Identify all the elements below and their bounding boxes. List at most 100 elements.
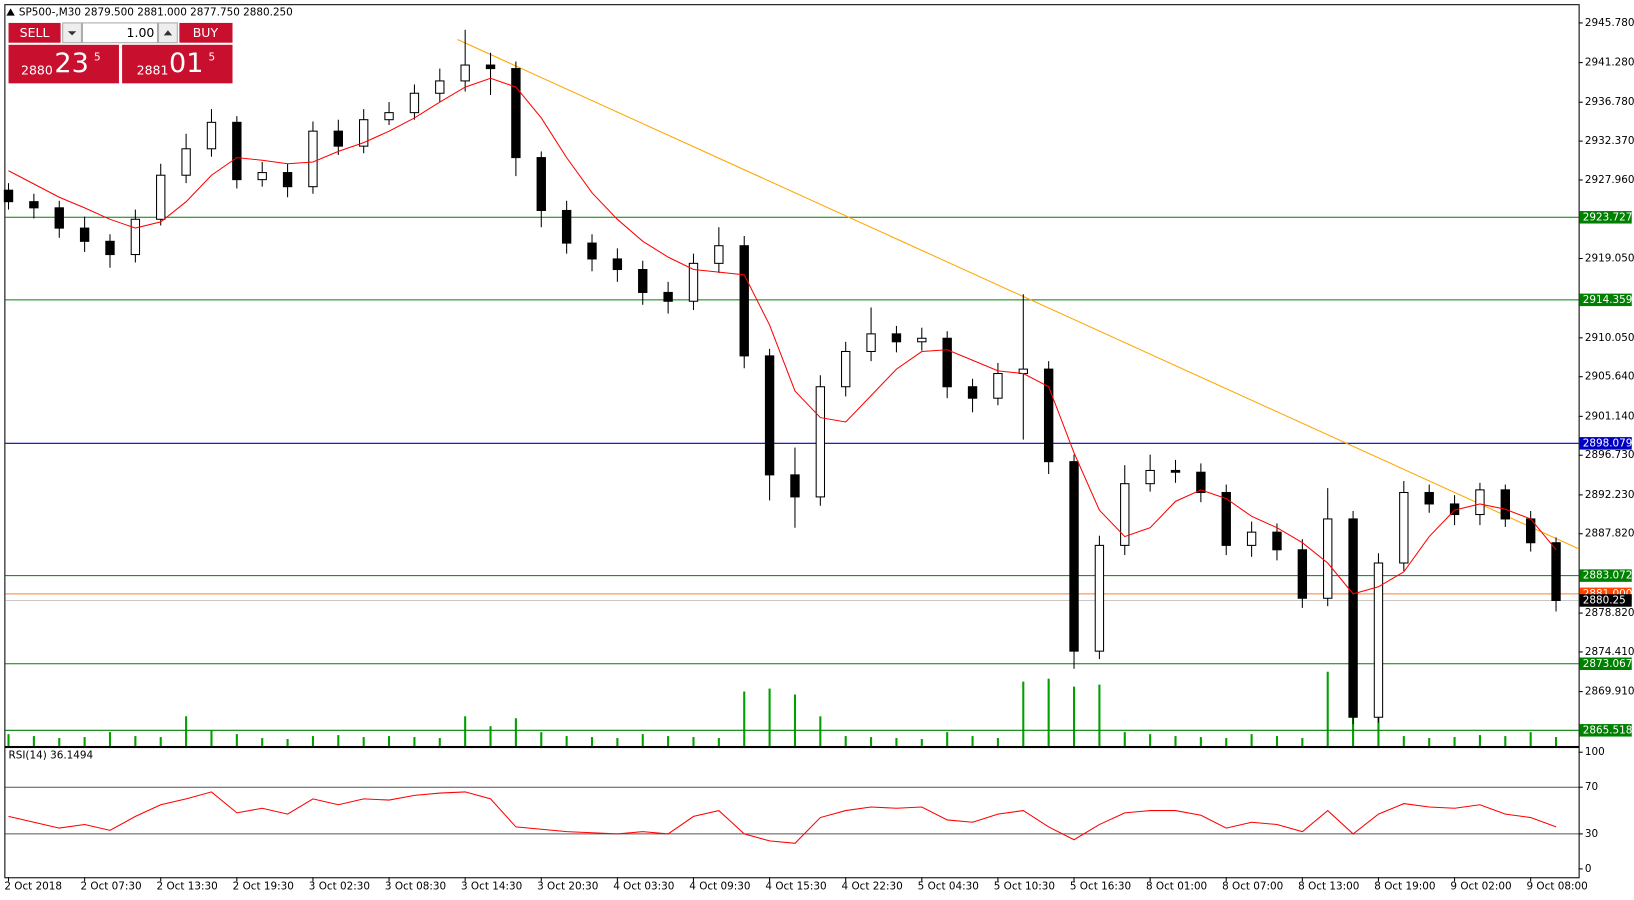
x-tick-label: 9 Oct 02:00: [1450, 881, 1511, 893]
candle-body: [1221, 491, 1231, 546]
candle-body: [1424, 491, 1434, 505]
buy-label[interactable]: BUY: [193, 25, 219, 40]
level-box: [1579, 657, 1632, 671]
sell-button[interactable]: [8, 22, 61, 43]
y-tick-label: 2927.960: [1585, 174, 1634, 186]
candle-body: [384, 112, 394, 121]
candle-body: [1069, 461, 1079, 652]
level-box: [1579, 293, 1632, 307]
y-tick-label: 2941.280: [1585, 57, 1634, 69]
volume-bar: [819, 716, 822, 746]
volume-bar: [1098, 684, 1101, 746]
volume-bar: [362, 737, 365, 746]
candle-body: [815, 386, 826, 498]
volume-bar: [438, 738, 441, 746]
volume-bar: [1275, 736, 1279, 746]
y-tick-label: 2901.140: [1585, 410, 1634, 422]
volume-bar: [311, 736, 314, 746]
level-box: [1579, 724, 1632, 737]
volume-bar: [261, 738, 264, 746]
candle-body: [206, 121, 217, 150]
candle-body: [841, 350, 851, 388]
candle-body: [232, 121, 242, 181]
y-tick-label: 2905.640: [1585, 371, 1634, 383]
volume-bar: [1428, 738, 1431, 746]
rsi-tick-label: 0: [1585, 863, 1592, 875]
volume-bar: [641, 734, 644, 746]
candle-body: [485, 64, 496, 70]
rsi-tick-label: 100: [1585, 746, 1605, 758]
candle-body: [1196, 471, 1206, 494]
candle-body: [156, 174, 166, 220]
rsi-label: RSI(14) 36.1494: [9, 749, 94, 761]
level-box: [1579, 569, 1632, 582]
level-label: 2898.079: [1583, 437, 1633, 449]
candle-body: [688, 262, 699, 302]
volume-bar: [1301, 738, 1304, 746]
down-arrow: [67, 31, 77, 36]
volume-bar: [870, 737, 873, 746]
volume-bar: [1174, 736, 1177, 746]
volume-bar: [159, 737, 162, 746]
level-label: 2880.25: [1583, 594, 1626, 606]
candle-body: [1500, 489, 1510, 520]
volume-bar: [1529, 732, 1532, 746]
y-tick-label: 2910.050: [1585, 332, 1634, 344]
sell-price-pip: 5: [94, 51, 101, 63]
candle-body: [1297, 549, 1308, 599]
candle-body: [612, 258, 623, 271]
up-arrow: [163, 30, 173, 36]
level-label: 2873.067: [1583, 658, 1633, 670]
volume-bar: [565, 736, 568, 746]
candle-body: [561, 209, 572, 244]
x-tick-label: 8 Oct 13:00: [1298, 881, 1359, 893]
volume-bar: [946, 732, 949, 746]
candle-body: [181, 148, 191, 176]
candle-body: [1323, 518, 1333, 599]
sell-label[interactable]: SELL: [20, 25, 50, 40]
x-tick-label: 5 Oct 16:30: [1070, 881, 1131, 893]
volume-bar: [667, 736, 670, 746]
lots-input[interactable]: [81, 22, 159, 44]
buy-button[interactable]: [179, 22, 233, 43]
level-label: 2923.727: [1583, 211, 1633, 223]
candle-body: [282, 172, 293, 188]
x-tick-label: 3 Oct 20:30: [537, 881, 598, 893]
y-tick-label: 2896.730: [1585, 449, 1634, 461]
main-frame: [4, 4, 1580, 748]
x-tick-label: 4 Oct 09:30: [689, 881, 750, 893]
candle-body: [1551, 542, 1561, 601]
volume-bar: [540, 732, 543, 746]
y-tick-label: 2869.910: [1585, 686, 1634, 698]
candle-body: [1043, 368, 1054, 463]
rsi-tick-label: 30: [1585, 828, 1598, 840]
x-tick-label: 5 Oct 10:30: [994, 881, 1055, 893]
symbol-header: SP500-,M30 2879.500 2881.000 2877.750 28…: [19, 7, 293, 19]
volume-bar: [489, 726, 492, 746]
buy-price-box[interactable]: [122, 44, 233, 84]
volume-bar: [1022, 681, 1025, 746]
volume-bar: [971, 736, 974, 746]
volume-bar: [1149, 734, 1152, 746]
buy-price-digits: 01: [169, 48, 203, 79]
volume-bar: [7, 734, 10, 746]
candle-body: [435, 80, 445, 94]
volume-bar: [920, 739, 923, 746]
volume-bar: [83, 737, 86, 746]
x-tick-label: 8 Oct 01:00: [1146, 881, 1207, 893]
candle-body: [1170, 469, 1181, 473]
candle-body: [79, 227, 90, 242]
volume-bar: [1250, 734, 1253, 746]
volume-bar: [1225, 738, 1228, 746]
volume-bar: [717, 738, 720, 746]
lots-value: 1.00: [127, 25, 155, 40]
sell-price-digits: 23: [54, 48, 88, 79]
rsi-tick-label: 70: [1585, 781, 1598, 793]
x-tick-label: 4 Oct 22:30: [842, 881, 903, 893]
y-tick-label: 2887.820: [1585, 528, 1634, 540]
sell-price-box[interactable]: [8, 44, 119, 84]
y-tick-label: 2878.820: [1585, 607, 1634, 619]
candle-body: [54, 207, 64, 229]
candle-body: [1272, 531, 1282, 551]
